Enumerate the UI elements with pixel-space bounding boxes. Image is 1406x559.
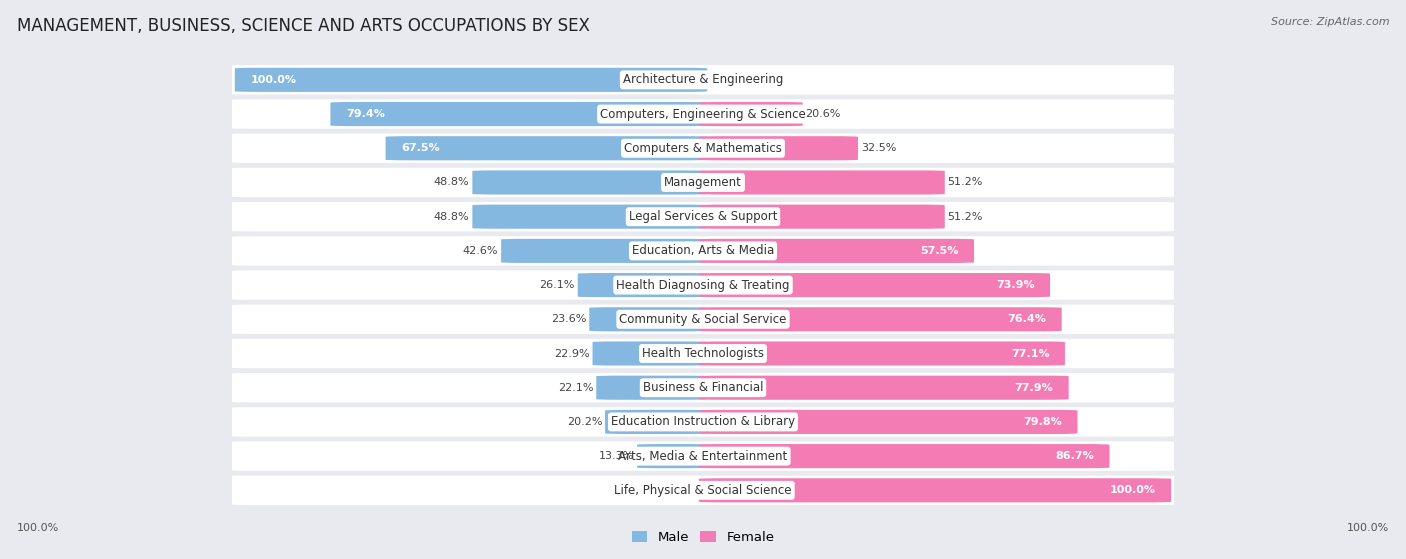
FancyBboxPatch shape <box>605 410 707 434</box>
Text: 79.4%: 79.4% <box>346 109 385 119</box>
FancyBboxPatch shape <box>578 273 707 297</box>
Text: 22.9%: 22.9% <box>554 348 589 358</box>
Text: 13.3%: 13.3% <box>599 451 634 461</box>
FancyBboxPatch shape <box>232 305 1174 334</box>
Text: 48.8%: 48.8% <box>434 177 470 187</box>
FancyBboxPatch shape <box>330 102 707 126</box>
FancyBboxPatch shape <box>235 68 707 92</box>
FancyBboxPatch shape <box>699 342 1064 366</box>
Text: Computers & Mathematics: Computers & Mathematics <box>624 142 782 155</box>
FancyBboxPatch shape <box>699 102 803 126</box>
FancyBboxPatch shape <box>385 136 707 160</box>
Text: Architecture & Engineering: Architecture & Engineering <box>623 73 783 86</box>
FancyBboxPatch shape <box>232 65 1174 94</box>
Text: 86.7%: 86.7% <box>1056 451 1094 461</box>
FancyBboxPatch shape <box>232 339 1174 368</box>
Text: 77.9%: 77.9% <box>1015 383 1053 393</box>
Text: Life, Physical & Social Science: Life, Physical & Social Science <box>614 484 792 497</box>
FancyBboxPatch shape <box>637 444 707 468</box>
Text: Legal Services & Support: Legal Services & Support <box>628 210 778 223</box>
Text: 20.2%: 20.2% <box>567 417 602 427</box>
Text: 67.5%: 67.5% <box>401 143 440 153</box>
Text: Management: Management <box>664 176 742 189</box>
FancyBboxPatch shape <box>699 136 858 160</box>
FancyBboxPatch shape <box>596 376 707 400</box>
Text: Source: ZipAtlas.com: Source: ZipAtlas.com <box>1271 17 1389 27</box>
Text: 51.2%: 51.2% <box>948 177 983 187</box>
Text: 100.0%: 100.0% <box>1109 485 1156 495</box>
Text: Health Diagnosing & Treating: Health Diagnosing & Treating <box>616 278 790 292</box>
Legend: Male, Female: Male, Female <box>626 526 780 549</box>
Text: 100.0%: 100.0% <box>250 75 297 85</box>
FancyBboxPatch shape <box>232 202 1174 231</box>
FancyBboxPatch shape <box>699 479 1171 503</box>
Text: Business & Financial: Business & Financial <box>643 381 763 394</box>
FancyBboxPatch shape <box>699 307 1062 331</box>
FancyBboxPatch shape <box>472 205 707 229</box>
FancyBboxPatch shape <box>232 236 1174 266</box>
FancyBboxPatch shape <box>699 239 974 263</box>
FancyBboxPatch shape <box>232 134 1174 163</box>
Text: Education, Arts & Media: Education, Arts & Media <box>631 244 775 257</box>
FancyBboxPatch shape <box>699 376 1069 400</box>
Text: 100.0%: 100.0% <box>17 523 59 533</box>
Text: 73.9%: 73.9% <box>995 280 1035 290</box>
Text: 42.6%: 42.6% <box>463 246 498 256</box>
Text: 20.6%: 20.6% <box>806 109 841 119</box>
Text: 23.6%: 23.6% <box>551 314 586 324</box>
Text: Education Instruction & Library: Education Instruction & Library <box>612 415 794 428</box>
FancyBboxPatch shape <box>232 168 1174 197</box>
Text: 22.1%: 22.1% <box>558 383 593 393</box>
Text: Community & Social Service: Community & Social Service <box>619 313 787 326</box>
FancyBboxPatch shape <box>699 205 945 229</box>
FancyBboxPatch shape <box>232 407 1174 437</box>
Text: 32.5%: 32.5% <box>860 143 896 153</box>
FancyBboxPatch shape <box>699 444 1109 468</box>
FancyBboxPatch shape <box>472 170 707 195</box>
FancyBboxPatch shape <box>699 273 1050 297</box>
Text: Arts, Media & Entertainment: Arts, Media & Entertainment <box>619 449 787 463</box>
FancyBboxPatch shape <box>589 307 707 331</box>
Text: 48.8%: 48.8% <box>434 212 470 222</box>
FancyBboxPatch shape <box>232 271 1174 300</box>
FancyBboxPatch shape <box>699 410 1077 434</box>
Text: Computers, Engineering & Science: Computers, Engineering & Science <box>600 107 806 121</box>
FancyBboxPatch shape <box>232 442 1174 471</box>
Text: 76.4%: 76.4% <box>1007 314 1046 324</box>
FancyBboxPatch shape <box>501 239 707 263</box>
Text: MANAGEMENT, BUSINESS, SCIENCE AND ARTS OCCUPATIONS BY SEX: MANAGEMENT, BUSINESS, SCIENCE AND ARTS O… <box>17 17 589 35</box>
FancyBboxPatch shape <box>232 100 1174 129</box>
Text: 79.8%: 79.8% <box>1024 417 1062 427</box>
FancyBboxPatch shape <box>699 170 945 195</box>
FancyBboxPatch shape <box>592 342 707 366</box>
Text: 57.5%: 57.5% <box>920 246 959 256</box>
Text: 26.1%: 26.1% <box>540 280 575 290</box>
Text: 77.1%: 77.1% <box>1011 348 1049 358</box>
Text: 51.2%: 51.2% <box>948 212 983 222</box>
FancyBboxPatch shape <box>232 373 1174 402</box>
FancyBboxPatch shape <box>232 476 1174 505</box>
Text: 100.0%: 100.0% <box>1347 523 1389 533</box>
Text: Health Technologists: Health Technologists <box>643 347 763 360</box>
